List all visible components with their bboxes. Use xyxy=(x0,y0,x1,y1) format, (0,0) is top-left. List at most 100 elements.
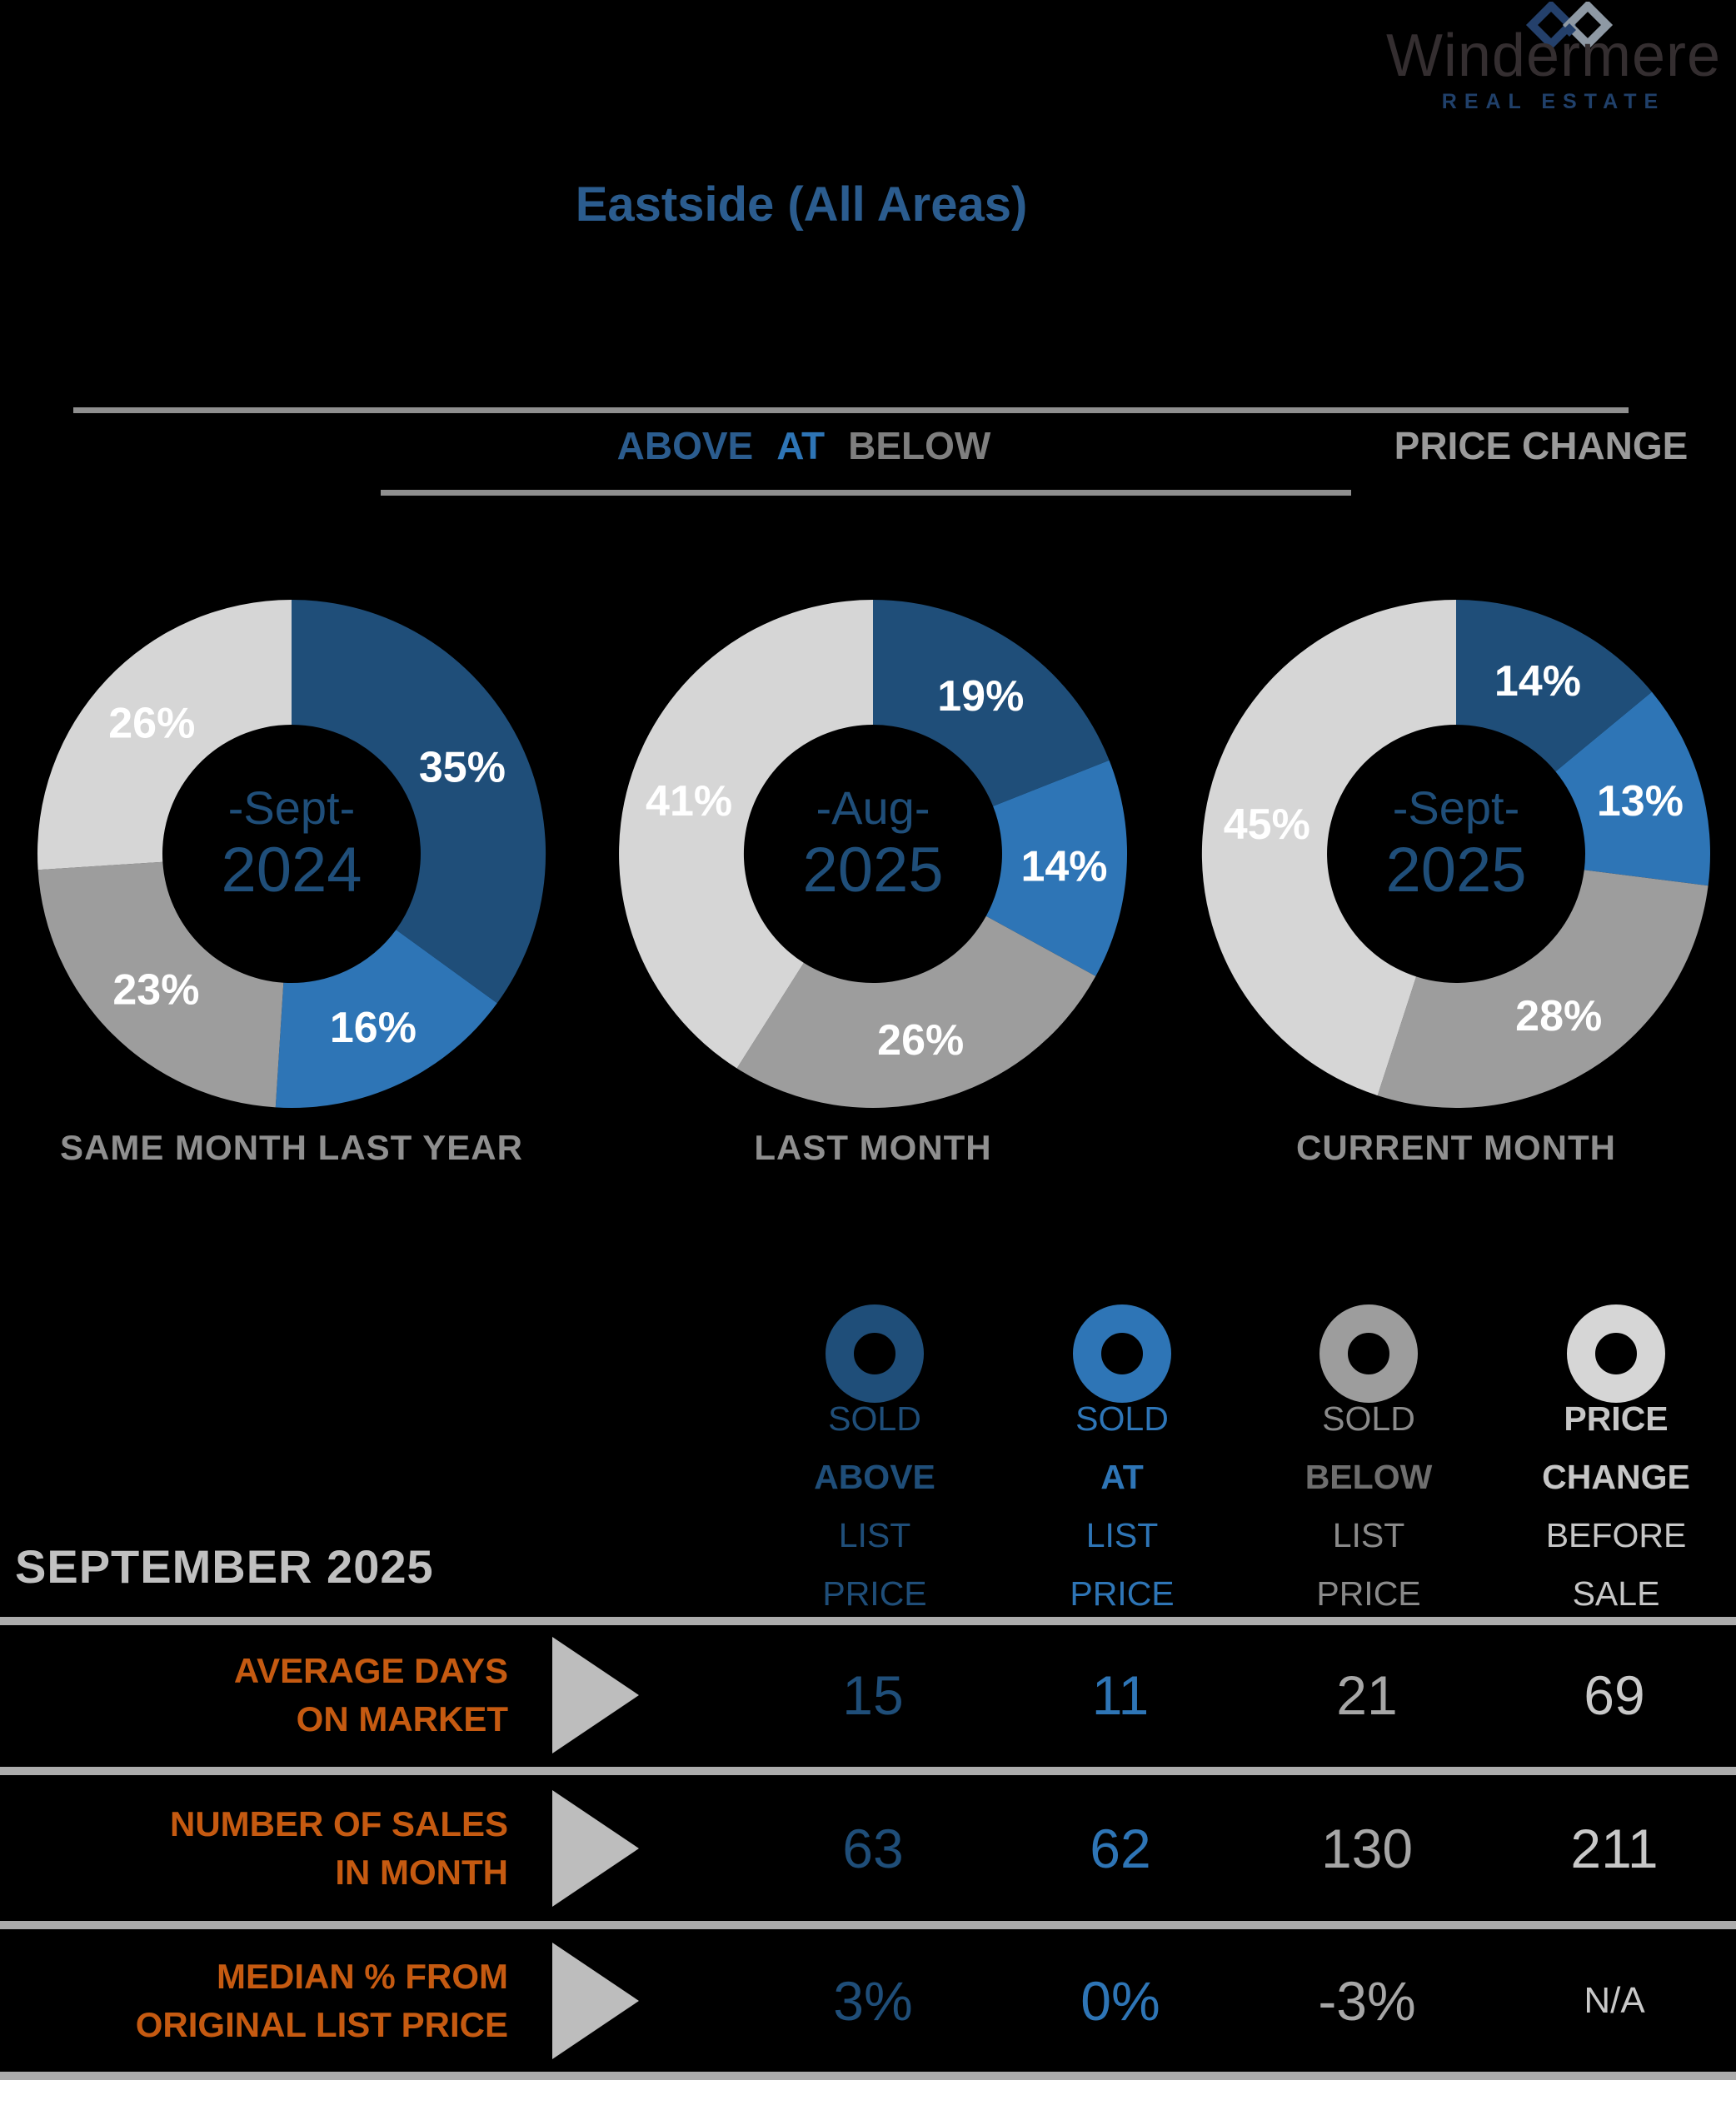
donut-center-year: 2025 xyxy=(802,835,944,905)
value-price-change: 69 xyxy=(1584,1664,1645,1726)
legend-donut-icon-sold-above xyxy=(826,1304,924,1403)
row-label-line: ON MARKET xyxy=(296,1699,508,1738)
chart-header-labels: ABOVE AT BELOW xyxy=(429,423,1179,468)
right-triangle-arrow-icon xyxy=(552,1942,639,2059)
row-label-line: MEDIAN % FROM xyxy=(217,1956,508,1996)
legend-donut-icon-price-change xyxy=(1567,1304,1665,1403)
right-triangle-arrow-icon xyxy=(552,1789,639,1907)
row-label-line: NUMBER OF SALES xyxy=(169,1803,508,1843)
right-triangle-arrow-icon xyxy=(552,1637,639,1753)
table-row-average-days-on-market: AVERAGE DAYS ON MARKET 15 11 21 69 xyxy=(0,1625,1736,1765)
legend-line: LIST xyxy=(1085,1516,1159,1554)
donut-slice xyxy=(275,930,497,1109)
donut-slice-label: 13% xyxy=(1597,777,1684,826)
donut-slice-label: 26% xyxy=(108,700,195,748)
donut-slice-label: 45% xyxy=(1224,801,1310,849)
row-label-line: ORIGINAL LIST PRICE xyxy=(135,2004,508,2044)
donut-center-month: -Sept- xyxy=(1392,781,1520,834)
table-row-separator-1 xyxy=(0,1767,1736,1775)
legend-line: BEFORE xyxy=(1545,1516,1687,1554)
legend-line: LIST xyxy=(838,1516,911,1554)
donut-chart-same-month-last-year: 35% 16% 23% 26% xyxy=(37,599,546,1109)
value-sold-below: -3% xyxy=(1318,1969,1416,2032)
donut-slice-label: 26% xyxy=(877,1016,964,1065)
donut-slice-label: 14% xyxy=(1020,842,1107,890)
label-below: BELOW xyxy=(848,424,991,467)
donut-center-label-3: -Sept- 2025 xyxy=(1248,781,1664,906)
table-row-separator-2 xyxy=(0,1921,1736,1929)
value-sold-above: 3% xyxy=(833,1969,913,2032)
divider-top xyxy=(73,407,1629,413)
legend-line: SOLD xyxy=(1075,1399,1169,1438)
legend-line: SOLD xyxy=(828,1399,921,1438)
value-sold-above: 63 xyxy=(842,1817,904,1879)
donut-center-month: -Sept- xyxy=(227,781,356,834)
legend-line: BELOW xyxy=(1304,1458,1433,1496)
value-price-change: 211 xyxy=(1570,1817,1659,1879)
legend-line: PRICE xyxy=(1316,1574,1421,1613)
donut-center-label-1: -Sept- 2024 xyxy=(83,781,500,906)
legend-line: ABOVE xyxy=(814,1458,935,1496)
legend-item-sold-above: SOLD ABOVE LIST PRICE xyxy=(733,1389,1016,1623)
divider-underline xyxy=(381,490,1351,496)
brand-wordmark: Windermere xyxy=(1385,22,1722,89)
row-label-line: IN MONTH xyxy=(335,1852,508,1892)
donut-slice xyxy=(873,600,1110,806)
row-label: MEDIAN % FROM ORIGINAL LIST PRICE xyxy=(0,1929,508,2072)
donut-slice xyxy=(37,861,284,1108)
brand-tagline: REAL ESTATE xyxy=(1441,90,1666,113)
legend-donut-icon-sold-at xyxy=(1073,1304,1171,1403)
donut-slice xyxy=(1555,691,1710,886)
label-price-change: PRICE CHANGE xyxy=(1394,424,1689,467)
donut-slice-label: 16% xyxy=(330,1004,417,1052)
windermere-diamond-icon xyxy=(1525,2,1614,48)
donut-slice xyxy=(1456,600,1652,772)
row-label: AVERAGE DAYS ON MARKET xyxy=(0,1625,508,1765)
legend-line: CHANGE xyxy=(1542,1458,1690,1496)
donut-center-year: 2024 xyxy=(221,835,362,905)
donut-slice-label: 28% xyxy=(1515,992,1602,1040)
bottom-white-margin xyxy=(0,2080,1736,2120)
period-label: SEPTEMBER 2025 xyxy=(15,1540,434,1593)
donut-center-label-2: -Aug- 2025 xyxy=(665,781,1081,906)
donut-slice-label: 41% xyxy=(646,777,732,826)
value-price-change: N/A xyxy=(1584,1979,1645,2021)
row-label-line: AVERAGE DAYS xyxy=(233,1651,508,1690)
table-border-top xyxy=(0,1617,1736,1625)
donut-caption-last-month: LAST MONTH xyxy=(754,1128,992,1167)
label-above: ABOVE xyxy=(616,424,754,467)
donut-center-year: 2025 xyxy=(1385,835,1527,905)
donut-caption-current-month: CURRENT MONTH xyxy=(1296,1128,1616,1167)
label-at: AT xyxy=(776,424,826,467)
value-sold-at: 0% xyxy=(1080,1969,1160,2032)
donut-caption-same-month-last-year: SAME MONTH LAST YEAR xyxy=(60,1128,523,1167)
donut-slice xyxy=(985,760,1128,976)
donut-center-month: -Aug- xyxy=(816,781,930,834)
legend-item-sold-at: SOLD AT LIST PRICE xyxy=(980,1389,1264,1623)
value-sold-below: 21 xyxy=(1336,1664,1398,1726)
legend-line: LIST xyxy=(1332,1516,1405,1554)
donut-slice-label: 19% xyxy=(937,672,1024,721)
donut-slice xyxy=(37,599,292,870)
legend-item-sold-below: SOLD BELOW LIST PRICE xyxy=(1227,1389,1510,1623)
donut-slice xyxy=(1377,870,1709,1109)
legend-line: SOLD xyxy=(1322,1399,1415,1438)
value-sold-at: 62 xyxy=(1090,1817,1151,1879)
donut-slice-label: 35% xyxy=(419,744,506,792)
value-sold-above: 15 xyxy=(842,1664,904,1726)
page-title: Eastside (All Areas) xyxy=(575,177,1028,232)
value-sold-at: 11 xyxy=(1091,1664,1150,1726)
donut-slice xyxy=(292,600,546,1004)
donut-slice-label: 14% xyxy=(1494,657,1581,706)
donut-slice xyxy=(1201,600,1456,1096)
legend-line: PRICE xyxy=(1564,1399,1669,1438)
table-border-bottom xyxy=(0,2072,1736,2080)
table-row-median-pct-from-list: MEDIAN % FROM ORIGINAL LIST PRICE 3% 0% … xyxy=(0,1929,1736,2072)
donut-slice xyxy=(736,915,1096,1108)
legend-donut-icon-sold-below xyxy=(1319,1304,1418,1403)
value-sold-below: 130 xyxy=(1320,1817,1414,1879)
donut-chart-last-month: 19% 14% 26% 41% xyxy=(619,600,1128,1108)
legend-line: PRICE xyxy=(822,1574,927,1613)
legend-line: AT xyxy=(1100,1458,1144,1496)
legend-item-price-change: PRICE CHANGE BEFORE SALE xyxy=(1474,1389,1736,1623)
